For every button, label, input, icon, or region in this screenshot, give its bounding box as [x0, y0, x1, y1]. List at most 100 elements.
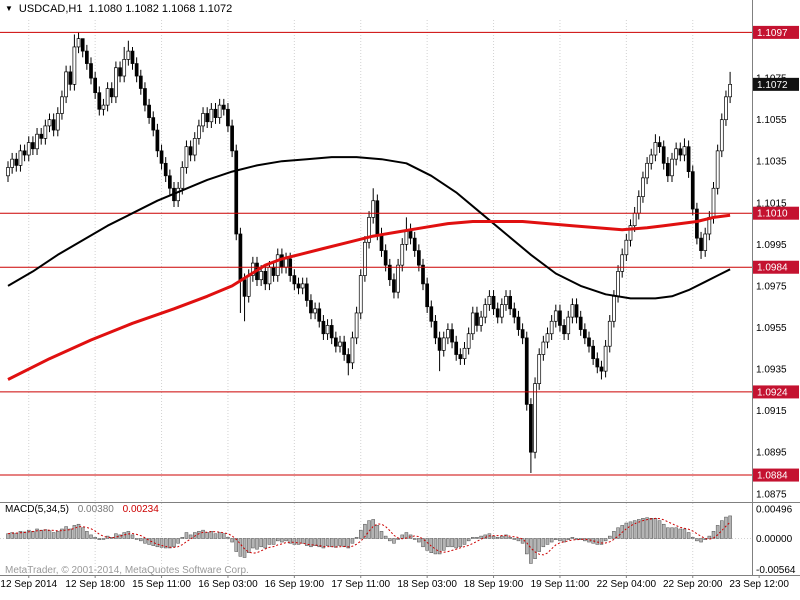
- macd-axis-label: -0.00564: [756, 565, 796, 576]
- candle-body: [566, 316, 571, 335]
- price-axis-label: 1.0975: [756, 281, 787, 292]
- candle-body: [280, 254, 284, 268]
- candle-body: [130, 50, 135, 64]
- macd-bar: [417, 538, 421, 543]
- candle-body: [670, 158, 674, 177]
- macd-bar: [641, 518, 645, 539]
- candle-body: [446, 329, 450, 339]
- candle-body: [379, 233, 384, 251]
- price-axis-label: 1.1015: [756, 198, 787, 209]
- macd-bar: [18, 531, 23, 539]
- symbol-dropdown-icon[interactable]: ▼: [5, 4, 13, 13]
- macd-bar: [64, 526, 68, 539]
- macd-bar: [483, 534, 487, 539]
- macd-bar: [728, 515, 732, 539]
- macd-bar: [201, 529, 205, 539]
- macd-bar: [686, 532, 691, 539]
- time-axis-label: 23 Sep 12:00: [729, 579, 789, 590]
- candle-body: [14, 158, 19, 166]
- candle-body: [205, 113, 210, 123]
- macd-bar: [354, 537, 359, 539]
- macd-bar: [39, 529, 43, 539]
- candle-body: [400, 244, 405, 266]
- macd-bar: [47, 530, 52, 539]
- ma-black-line: [7, 156, 731, 300]
- macd-bar: [134, 538, 139, 540]
- macd-bar: [649, 518, 653, 539]
- macd-bar: [313, 538, 317, 546]
- candle-body: [143, 88, 147, 106]
- macd-bar: [242, 538, 247, 558]
- macd-histogram: [6, 515, 732, 564]
- candle-body: [18, 150, 23, 166]
- macd-bar: [549, 538, 554, 543]
- price-axis[interactable]: [752, 0, 800, 600]
- macd-bar: [234, 538, 238, 552]
- candle-body: [97, 92, 102, 110]
- macd-bar: [666, 527, 670, 539]
- ohlc-quote-label: 1.1080 1.1082 1.1068 1.1072: [88, 3, 233, 15]
- time-axis-label: 18 Sep 19:00: [464, 579, 524, 590]
- macd-bar: [184, 532, 189, 539]
- candle-body: [396, 264, 400, 293]
- candle-body: [300, 283, 305, 289]
- macd-bar: [562, 538, 566, 543]
- symbol-timeframe-label: USDCAD,H1: [18, 3, 83, 15]
- macd-bar: [342, 538, 346, 548]
- macd-bar: [396, 538, 400, 540]
- candle-body: [342, 341, 346, 355]
- candle-body: [134, 63, 139, 77]
- candle-body: [661, 146, 666, 164]
- candle-body: [51, 119, 56, 131]
- macd-bar: [657, 520, 662, 539]
- candle-body: [93, 77, 98, 94]
- macd-bar: [388, 538, 392, 542]
- candle-body: [234, 150, 239, 235]
- candle-body: [263, 271, 268, 285]
- candle-body: [217, 104, 222, 118]
- macd-bar: [421, 538, 425, 548]
- candle-body: [317, 308, 322, 322]
- candle-body: [686, 146, 691, 172]
- candle-body: [334, 337, 338, 347]
- price-axis-label: 1.1055: [756, 115, 787, 126]
- candle-body: [587, 337, 591, 347]
- candle-body: [632, 212, 637, 227]
- macd-bar: [193, 532, 197, 539]
- time-grid: [28, 20, 694, 575]
- candle-body: [309, 300, 313, 314]
- candle-body: [454, 341, 459, 355]
- ma-red-line: [7, 213, 731, 381]
- macd-bar: [271, 538, 276, 545]
- candle-body: [163, 162, 168, 177]
- macd-bar: [554, 538, 558, 540]
- macd-bar: [246, 538, 251, 553]
- candle-body: [329, 325, 334, 339]
- macd-bar: [230, 538, 234, 543]
- macd-bar: [222, 533, 226, 539]
- price-axis-label: 1.0875: [756, 489, 787, 500]
- macd-axis-label: 0.00000: [756, 534, 793, 545]
- candle-body: [549, 320, 554, 335]
- candle-body: [246, 275, 251, 297]
- candle-body: [582, 329, 587, 339]
- candle-body: [188, 146, 193, 156]
- candle-body: [491, 295, 496, 310]
- macd-bar: [267, 538, 272, 545]
- macd-bar: [595, 538, 600, 545]
- candle-body: [350, 337, 355, 364]
- macd-bar: [263, 538, 268, 549]
- candle-body: [545, 333, 550, 343]
- candle-body: [616, 271, 620, 297]
- macd-bar: [383, 535, 388, 539]
- macd-bar: [163, 538, 168, 549]
- time-axis[interactable]: [0, 575, 800, 600]
- macd-bar: [251, 538, 255, 549]
- candle-body: [213, 108, 218, 118]
- candle-body: [284, 258, 288, 268]
- macd-bar: [255, 538, 259, 550]
- candle-body: [221, 104, 226, 110]
- macd-bar: [545, 538, 550, 545]
- candle-body: [151, 117, 156, 131]
